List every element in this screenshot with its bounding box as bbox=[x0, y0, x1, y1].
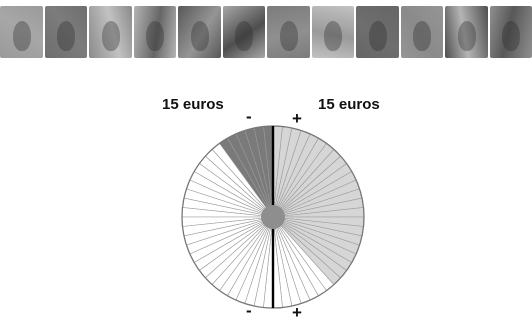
photo-strip bbox=[0, 6, 532, 58]
right-amount-label: 15 euros bbox=[318, 96, 380, 113]
photo-2 bbox=[45, 6, 88, 58]
left-amount-label: 15 euros bbox=[162, 96, 224, 113]
photo-10 bbox=[401, 6, 444, 58]
bottom-plus-sign: + bbox=[292, 304, 302, 321]
photo-7 bbox=[267, 6, 310, 58]
bottom-minus-sign: - bbox=[246, 302, 252, 319]
top-minus-sign: - bbox=[246, 108, 252, 125]
photo-3 bbox=[89, 6, 132, 58]
allocation-wheel[interactable] bbox=[180, 124, 366, 310]
photo-1 bbox=[0, 6, 43, 58]
photo-12 bbox=[490, 6, 532, 58]
photo-5 bbox=[178, 6, 221, 58]
photo-8 bbox=[312, 6, 355, 58]
photo-9 bbox=[356, 6, 399, 58]
wheel-hub bbox=[261, 205, 285, 229]
photo-11 bbox=[445, 6, 488, 58]
photo-6 bbox=[223, 6, 266, 58]
photo-4 bbox=[134, 6, 177, 58]
